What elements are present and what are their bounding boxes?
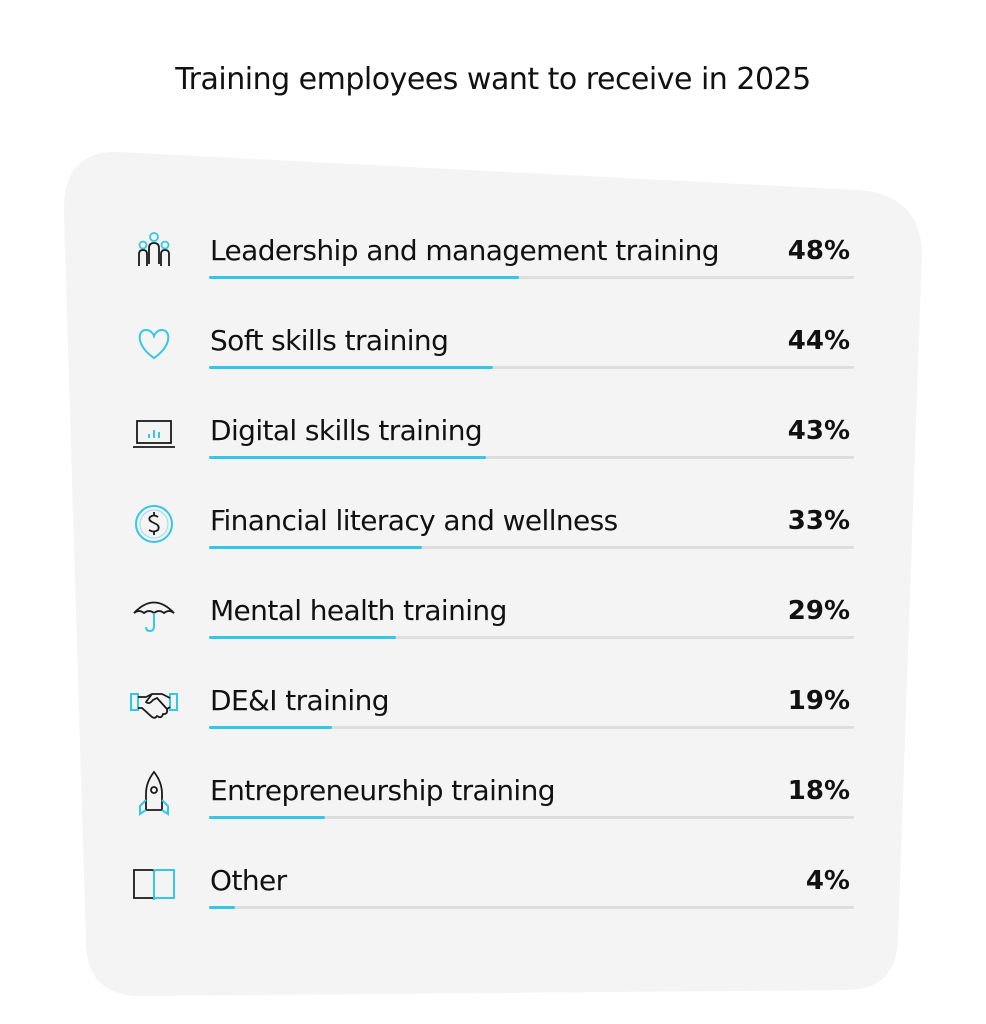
category-label: Mental health training xyxy=(210,594,507,627)
bar-track xyxy=(209,726,854,729)
bar-track xyxy=(209,636,854,639)
value-label: 19% xyxy=(787,686,850,716)
rocket-icon xyxy=(128,768,180,820)
value-label: 43% xyxy=(787,416,850,446)
value-label: 44% xyxy=(787,326,850,356)
value-label: 33% xyxy=(787,506,850,536)
bar xyxy=(209,546,422,549)
bar xyxy=(209,726,332,729)
bar xyxy=(209,906,235,909)
bar-track xyxy=(209,366,854,369)
open-book-icon xyxy=(128,858,180,910)
chart-row: Financial literacy and wellness 33% xyxy=(0,504,986,594)
category-label: Financial literacy and wellness xyxy=(210,504,618,537)
category-label: Digital skills training xyxy=(210,414,483,447)
bar xyxy=(209,366,493,369)
value-label: 4% xyxy=(805,866,850,896)
chart-row: Soft skills training 44% xyxy=(0,324,986,414)
value-label: 29% xyxy=(787,596,850,626)
umbrella-icon xyxy=(128,588,180,640)
bar xyxy=(209,276,519,279)
dollar-coin-icon xyxy=(128,498,180,550)
chart-row: Digital skills training 43% xyxy=(0,414,986,504)
category-label: Other xyxy=(210,864,287,897)
chart-title: Training employees want to receive in 20… xyxy=(175,62,811,97)
laptop-chart-icon xyxy=(128,408,180,460)
heart-icon xyxy=(128,318,180,370)
chart-row: Mental health training 29% xyxy=(0,594,986,684)
bar-track xyxy=(209,816,854,819)
category-label: Leadership and management training xyxy=(210,234,720,267)
people-group-icon xyxy=(128,228,180,280)
category-label: Soft skills training xyxy=(210,324,449,357)
value-label: 48% xyxy=(787,236,850,266)
bar-track xyxy=(209,546,854,549)
bar xyxy=(209,816,325,819)
value-label: 18% xyxy=(787,776,850,806)
bar xyxy=(209,456,486,459)
category-label: DE&I training xyxy=(210,684,390,717)
chart-row: Other 4% xyxy=(0,864,986,954)
bar-track xyxy=(209,456,854,459)
chart-row: Entrepreneurship training 18% xyxy=(0,770,986,864)
bar-track xyxy=(209,906,854,909)
category-label: Entrepreneurship training xyxy=(210,774,556,807)
chart-row: DE&I training 19% xyxy=(0,684,986,774)
chart-row: Leadership and management training 48% xyxy=(0,232,986,324)
handshake-icon xyxy=(128,678,180,730)
bar-track xyxy=(209,276,854,279)
bar xyxy=(209,636,396,639)
